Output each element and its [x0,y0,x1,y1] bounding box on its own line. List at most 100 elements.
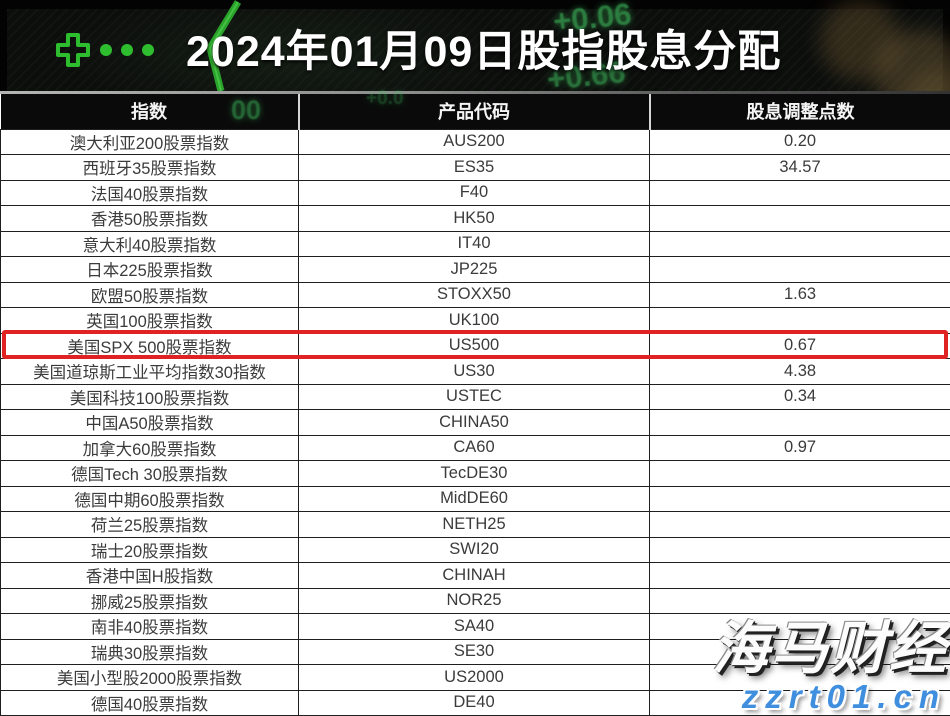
table-row: 德国Tech 30股票指数 TecDE30 [0,460,950,487]
table-row: 美国道琼斯工业平均指数30指数 US30 4.38 [0,358,950,385]
logo [55,32,154,68]
cell-index-name: 香港50股票指数 [0,205,299,232]
cell-product-code: MidDE60 [298,485,650,512]
cell-dividend-points [649,613,950,640]
cell-index-name: 南非40股票指数 [0,613,299,640]
dividend-table: 指数 产品代码 股息调整点数 澳大利亚200股票指数 AUS200 0.20 西… [0,94,950,716]
cell-index-name: 瑞士20股票指数 [0,536,299,563]
cell-product-code: IT40 [298,230,650,257]
cell-index-name: 香港中国H股指数 [0,562,299,589]
cell-index-name: 意大利40股票指数 [0,230,299,257]
cell-product-code: US500 [298,332,650,359]
cell-dividend-points [649,485,950,512]
cell-index-name: 英国100股票指数 [0,307,299,334]
cell-dividend-points [649,307,950,334]
table-row: 香港50股票指数 HK50 [0,205,950,232]
cell-product-code: CA60 [298,434,650,461]
cell-product-code: US30 [298,358,650,385]
cell-index-name: 中国A50股票指数 [0,409,299,436]
cell-dividend-points: 1.63 [649,281,950,308]
plus-icon [56,33,90,67]
dot-icon [100,44,112,56]
column-header-index: 指数 [0,94,299,129]
page-title: 2024年01月09日股指股息分配 [186,28,782,76]
cell-product-code: NOR25 [298,587,650,614]
cell-dividend-points: 0.34 [649,383,950,410]
cell-index-name: 法国40股票指数 [0,179,299,206]
table-row: 德国中期60股票指数 MidDE60 [0,485,950,512]
cell-product-code: HK50 [298,205,650,232]
table-row: 香港中国H股指数 CHINAH [0,562,950,589]
table-body: 澳大利亚200股票指数 AUS200 0.20 西班牙35股票指数 ES35 3… [0,128,950,716]
table-row: 日本225股票指数 JP225 [0,256,950,283]
cell-index-name: 加拿大60股票指数 [0,434,299,461]
table-row: 瑞典30股票指数 SE30 [0,638,950,665]
cell-index-name: 美国小型股2000股票指数 [0,664,299,691]
table-row: 意大利40股票指数 IT40 [0,230,950,257]
cell-dividend-points [649,562,950,589]
cell-dividend-points: 0.20 [649,128,950,155]
cell-dividend-points [649,511,950,538]
cell-index-name: 美国道琼斯工业平均指数30指数 [0,358,299,385]
cell-dividend-points: 0.97 [649,434,950,461]
cell-index-name: 西班牙35股票指数 [0,154,299,181]
cell-dividend-points [649,638,950,665]
cell-index-name: 澳大利亚200股票指数 [0,128,299,155]
cell-dividend-points [649,179,950,206]
cell-product-code: DE40 [298,689,650,716]
cell-product-code: SWI20 [298,536,650,563]
table-row: 德国40股票指数 DE40 [0,689,950,716]
cell-dividend-points: 0.67 [649,332,950,359]
cell-dividend-points [649,536,950,563]
cell-index-name: 美国科技100股票指数 [0,383,299,410]
banner-background [7,9,943,91]
table-row: 法国40股票指数 F40 [0,179,950,206]
cell-index-name: 美国SPX 500股票指数 [0,332,299,359]
cell-dividend-points: 4.38 [649,358,950,385]
table-row: 中国A50股票指数 CHINA50 [0,409,950,436]
cell-index-name: 日本225股票指数 [0,256,299,283]
column-header-dividend-points: 股息调整点数 [648,94,950,129]
cell-index-name: 欧盟50股票指数 [0,281,299,308]
cell-dividend-points [649,689,950,716]
cell-dividend-points [649,664,950,691]
column-header-product-code: 产品代码 [297,94,650,129]
cell-index-name: 挪威25股票指数 [0,587,299,614]
cell-index-name: 德国Tech 30股票指数 [0,460,299,487]
table-row: 英国100股票指数 UK100 [0,307,950,334]
ticker-fragment: 00 [231,95,262,125]
table-row: 南非40股票指数 SA40 [0,613,950,640]
table-row: 荷兰25股票指数 NETH25 [0,511,950,538]
table-header-row: 指数 产品代码 股息调整点数 [0,94,950,129]
ticker-fragment: +0.0 [366,88,404,109]
cell-product-code: STOXX50 [298,281,650,308]
cell-index-name: 荷兰25股票指数 [0,511,299,538]
cell-product-code: UK100 [298,307,650,334]
cell-dividend-points: 34.57 [649,154,950,181]
cell-index-name: 瑞典30股票指数 [0,638,299,665]
table-row: 挪威25股票指数 NOR25 [0,587,950,614]
cell-product-code: AUS200 [298,128,650,155]
table-row: 美国SPX 500股票指数 US500 0.67 [0,332,950,359]
cell-product-code: NETH25 [298,511,650,538]
cell-product-code: SA40 [298,613,650,640]
table-row: 瑞士20股票指数 SWI20 [0,536,950,563]
cell-dividend-points [649,230,950,257]
table-row: 美国科技100股票指数 USTEC 0.34 [0,383,950,410]
cell-dividend-points [649,256,950,283]
cell-product-code: SE30 [298,638,650,665]
table-row: 西班牙35股票指数 ES35 34.57 [0,154,950,181]
table-row: 加拿大60股票指数 CA60 0.97 [0,434,950,461]
table-row: 欧盟50股票指数 STOXX50 1.63 [0,281,950,308]
cell-product-code: CHINA50 [298,409,650,436]
cell-index-name: 德国40股票指数 [0,689,299,716]
cell-product-code: US2000 [298,664,650,691]
cell-product-code: USTEC [298,383,650,410]
table-row: 澳大利亚200股票指数 AUS200 0.20 [0,128,950,155]
cell-dividend-points [649,587,950,614]
cell-product-code: CHINAH [298,562,650,589]
banner-separator [0,91,950,94]
banner: +0.06 +0.66 2024年01月09日股指股息分配 [0,0,950,91]
cell-product-code: JP225 [298,256,650,283]
